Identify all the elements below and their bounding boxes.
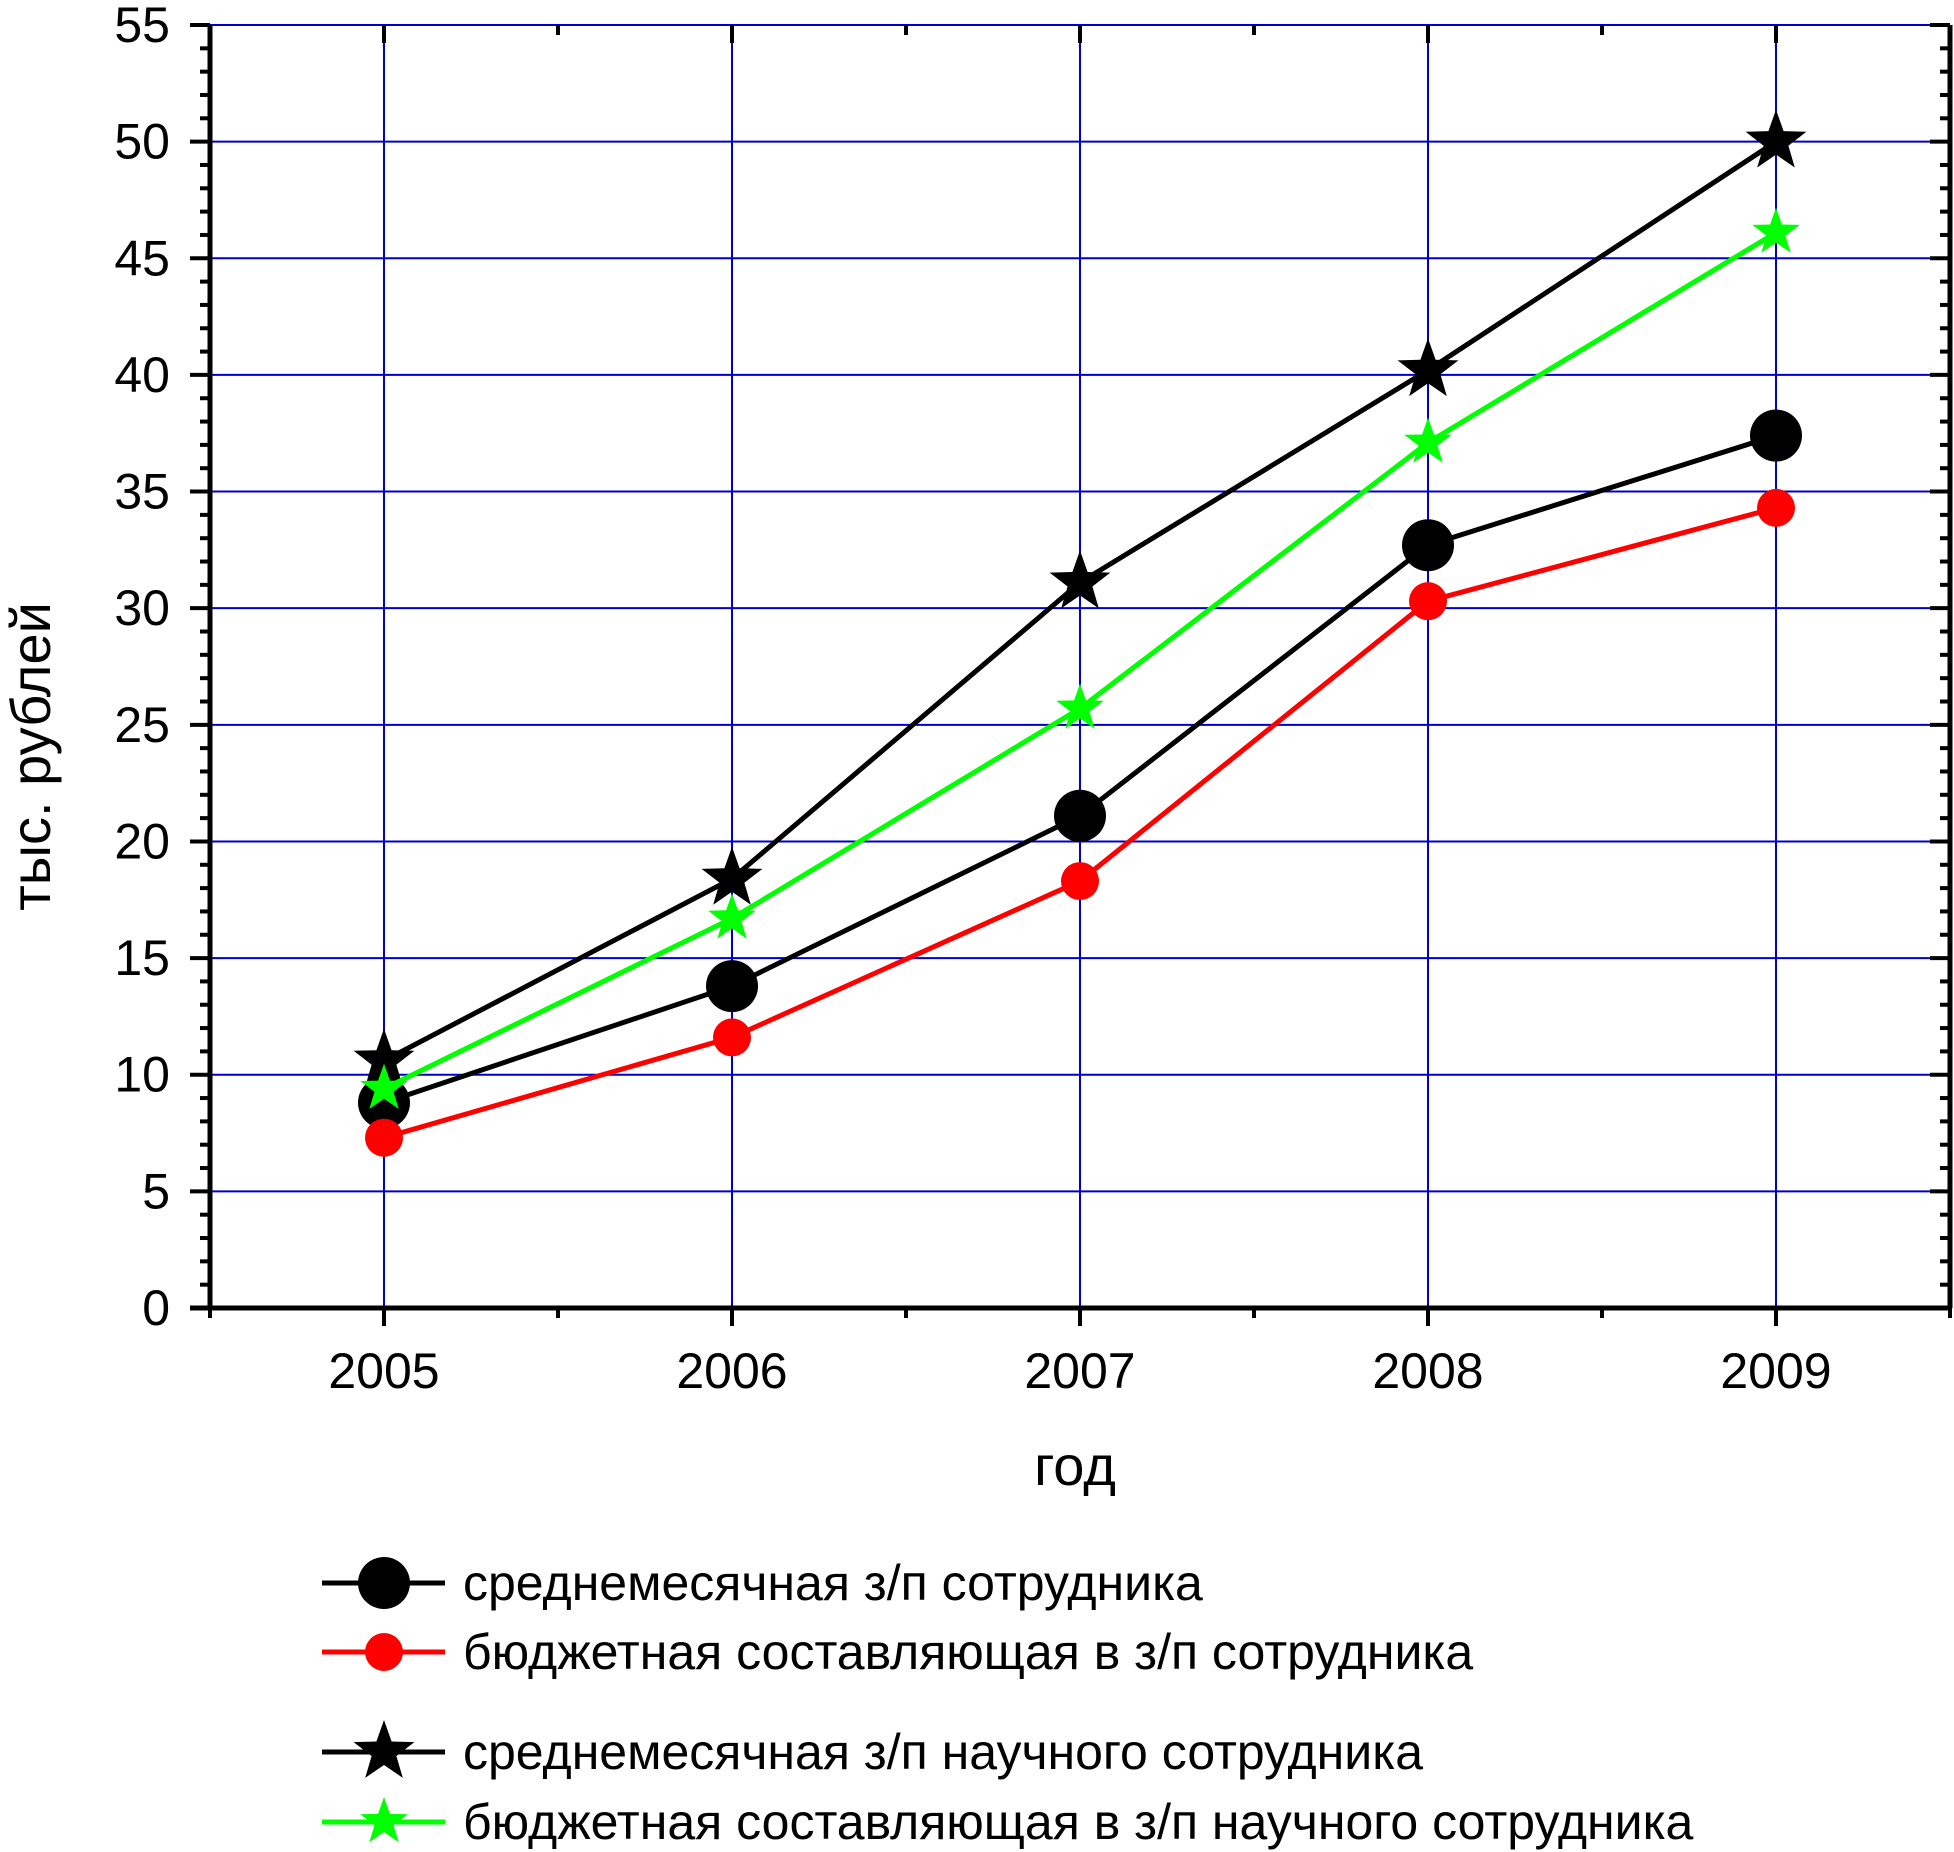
legend-label: бюджетная составляющая в з/п научного со… [463,1794,1694,1850]
y-tick-label: 30 [114,580,170,636]
axes [190,23,1953,1326]
data-point [1745,109,1807,168]
data-point [1056,683,1104,729]
data-point [1061,862,1099,901]
series-3 [360,207,1800,1109]
series-2 [353,109,1807,1087]
legend-marker [365,1633,403,1671]
y-axis-title: тыс. рублей [0,602,62,911]
y-tick-label: 15 [114,930,170,986]
x-tick-label: 2005 [328,1343,439,1399]
data-point [1750,409,1802,462]
data-point [1404,417,1452,463]
x-tick-label: 2007 [1024,1343,1135,1399]
legend-label: бюджетная составляющая в з/п сотрудника [463,1624,1473,1680]
data-point [1054,789,1106,842]
y-tick-label: 40 [114,347,170,403]
data-point [713,1018,751,1057]
legend-item: среднемесячная з/п научного сотрудника [322,1720,1423,1780]
data-point [358,1076,410,1129]
legend-label: среднемесячная з/п сотрудника [463,1555,1203,1611]
data-point [1402,519,1454,572]
legend-item: среднемесячная з/п сотрудника [322,1555,1203,1611]
y-tick-label: 10 [114,1047,170,1103]
series-1 [365,488,1795,1157]
legend-item: бюджетная составляющая в з/п сотрудника [322,1624,1473,1680]
data-point [365,1118,403,1157]
x-tick-label: 2006 [676,1343,787,1399]
data-point [1757,488,1795,527]
y-tick-label: 45 [114,230,170,286]
data-point [708,893,756,939]
data-point [1752,207,1800,253]
data-point [1397,338,1459,397]
grid [210,24,1950,1308]
y-tick-label: 25 [114,697,170,753]
y-tick-label: 55 [114,0,170,53]
data-point [353,1028,415,1087]
data-point [1049,550,1111,609]
y-tick-label: 0 [142,1280,170,1336]
legend-marker [353,1720,415,1778]
legend-item: бюджетная составляющая в з/п научного со… [322,1794,1694,1850]
tick-labels: 0 5 10 15 20 25 30 35 40 45 50 55 2005 2006 2007 2008 20… [114,0,1831,1399]
legend-marker [360,1797,408,1843]
x-tick-label: 2008 [1372,1343,1483,1399]
data-point [701,846,763,905]
legend: среднемесячная з/п сотрудника бюджетная с… [322,1555,1694,1850]
y-tick-label: 20 [114,813,170,869]
data-point [1409,582,1447,621]
data-point [360,1063,408,1109]
y-tick-label: 50 [114,114,170,170]
legend-label: среднемесячная з/п научного сотрудника [463,1724,1423,1780]
x-axis-title: год [1034,1434,1116,1497]
x-tick-label: 2009 [1720,1343,1831,1399]
y-tick-label: 5 [142,1163,170,1219]
legend-marker [358,1557,410,1609]
series-0 [358,409,1802,1129]
series [353,109,1807,1157]
y-tick-label: 35 [114,464,170,520]
data-point [706,960,758,1013]
